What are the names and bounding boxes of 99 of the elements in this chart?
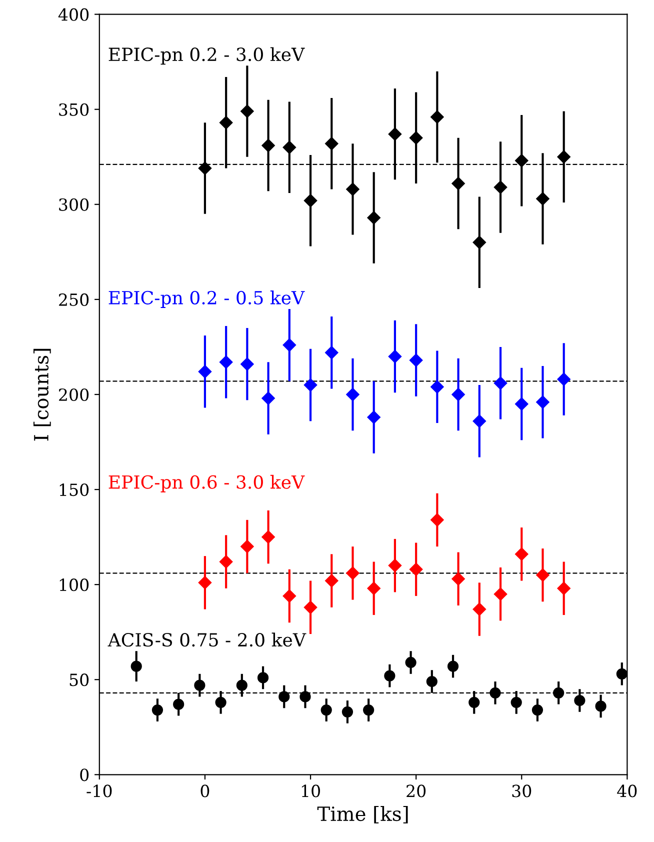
- point: [257, 672, 269, 684]
- point: [325, 574, 338, 588]
- point: [282, 338, 296, 352]
- point: [346, 182, 360, 196]
- point: [346, 388, 360, 402]
- x-axis-title: Time [ks]: [317, 806, 408, 824]
- point: [468, 696, 480, 708]
- point: [557, 372, 570, 386]
- y-tick-label: 300: [59, 198, 89, 211]
- point: [388, 127, 402, 141]
- point: [215, 696, 226, 708]
- point: [262, 530, 275, 544]
- point: [304, 194, 318, 208]
- point: [240, 540, 254, 554]
- y-axis-title: I [counts]: [34, 348, 51, 441]
- x-tick-label: 10: [302, 784, 320, 798]
- point: [452, 176, 465, 190]
- point: [240, 357, 254, 371]
- y-tick-label: 100: [60, 578, 89, 592]
- point: [409, 131, 423, 144]
- point: [346, 566, 360, 580]
- y-tick-label: 400: [58, 8, 89, 21]
- point: [536, 192, 550, 206]
- y-tick-label: 350: [59, 103, 89, 116]
- point: [553, 687, 564, 698]
- point: [515, 548, 528, 561]
- point: [405, 656, 416, 668]
- point: [363, 704, 374, 716]
- point: [262, 138, 275, 152]
- point: [240, 104, 254, 118]
- point: [494, 376, 508, 390]
- y-tick-label: 50: [70, 674, 89, 686]
- point: [557, 150, 570, 164]
- y-tick-label: 0: [80, 768, 89, 782]
- point: [472, 602, 486, 616]
- text: EPIC-pn 0.2 - 3.0 keV: [108, 47, 305, 65]
- point: [616, 668, 628, 680]
- point: [494, 180, 508, 194]
- point: [198, 576, 212, 590]
- point: [510, 696, 522, 708]
- point: [367, 211, 380, 224]
- point: [426, 676, 438, 688]
- point: [219, 116, 233, 130]
- point: [494, 587, 508, 601]
- point: [304, 378, 318, 392]
- point: [388, 350, 402, 364]
- point: [452, 572, 465, 586]
- point: [430, 380, 444, 394]
- point: [384, 670, 396, 682]
- point: [536, 395, 550, 409]
- point: [515, 397, 528, 411]
- point: [367, 582, 380, 595]
- point: [262, 392, 275, 405]
- point: [325, 346, 338, 360]
- point: [219, 356, 233, 369]
- point: [342, 706, 354, 718]
- point: [300, 691, 311, 702]
- point: [173, 698, 184, 710]
- series-label: ACIS-S 0.75 - 2.0 keV: [108, 632, 306, 647]
- point: [236, 680, 248, 691]
- point: [198, 162, 212, 175]
- series-label: EPIC-pn 0.2 - 0.5 keV: [108, 290, 305, 308]
- point: [515, 154, 528, 168]
- x-tick-label: 30: [512, 784, 532, 798]
- point: [430, 513, 444, 527]
- point: [574, 694, 586, 706]
- point: [472, 236, 486, 249]
- point: [282, 589, 296, 603]
- point: [447, 660, 459, 672]
- point: [595, 700, 606, 712]
- x-tick-label: 20: [406, 784, 426, 798]
- point: [219, 555, 233, 568]
- y-tick-label: 200: [59, 388, 89, 402]
- point: [367, 410, 380, 424]
- point: [152, 704, 164, 716]
- point: [130, 660, 142, 672]
- point: [320, 704, 332, 716]
- point: [409, 354, 423, 367]
- point: [304, 600, 318, 614]
- point: [325, 136, 338, 150]
- x-tick-label: 40: [617, 784, 637, 798]
- point: [278, 691, 290, 702]
- x-tick-label: -10: [86, 784, 112, 798]
- y-tick-label: 150: [60, 483, 89, 496]
- point: [452, 388, 465, 402]
- text: EPIC-pn 0.6 - 3.0 keV: [108, 474, 305, 492]
- point: [472, 414, 486, 428]
- point: [490, 687, 501, 698]
- point: [430, 110, 444, 124]
- y-tick-label: 250: [59, 293, 89, 306]
- point: [388, 558, 402, 572]
- point: [532, 704, 544, 716]
- point: [409, 562, 423, 576]
- point: [198, 365, 212, 378]
- point: [194, 680, 206, 691]
- point: [557, 582, 570, 595]
- x-tick-label: 0: [200, 784, 210, 798]
- point: [536, 568, 550, 582]
- point: [282, 140, 296, 154]
